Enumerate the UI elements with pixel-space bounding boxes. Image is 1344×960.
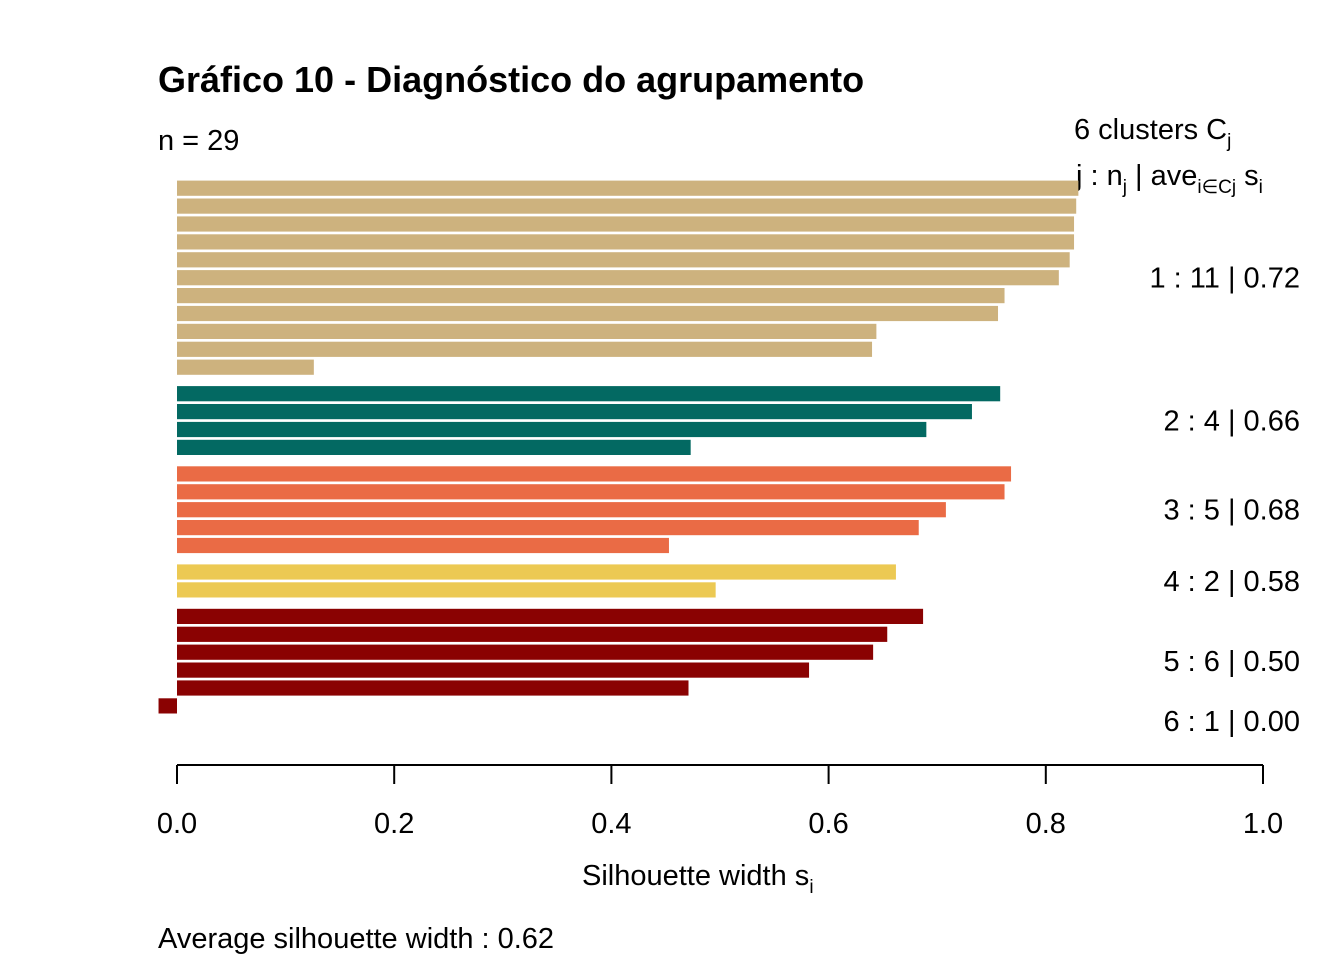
silhouette-bar-c1-1	[177, 180, 1079, 196]
clusters-header-sub: j	[1226, 131, 1231, 152]
silhouette-bar-c4-1	[177, 564, 896, 580]
silhouette-bar-c4-2	[177, 582, 716, 598]
silhouette-bar-c1-7	[177, 288, 1005, 304]
silhouette-bar-c1-5	[177, 252, 1070, 268]
silhouette-bar-c3-4	[177, 520, 919, 536]
silhouette-bar-c5-3	[177, 644, 874, 660]
cluster-labels-group: 1 : 11 | 0.72 2 : 4 | 0.66 3 : 5 | 0.68 4 :…	[1150, 263, 1301, 738]
cluster-label-5: 5 : 6 | 0.50	[1163, 646, 1300, 678]
chart-title: Gráfico 10 - Diagnóstico do agrupamento	[158, 59, 864, 100]
columns-header-ave-sub: i∈Cj	[1197, 177, 1236, 198]
columns-header: j : nj | avei∈Cj si	[1075, 160, 1263, 198]
silhouette-bar-c1-8	[177, 305, 999, 322]
columns-header-ave: | ave	[1127, 160, 1197, 192]
silhouette-bar-c5-5	[177, 680, 689, 696]
x-axis-label: Silhouette width si	[582, 860, 814, 898]
x-tick-label-5: 1.0	[1243, 808, 1283, 840]
x-tick-label-3: 0.6	[808, 808, 848, 840]
cluster-label-1: 1 : 11 | 0.72	[1150, 263, 1301, 295]
silhouette-bar-c2-1	[177, 386, 1001, 402]
silhouette-bar-c5-6	[158, 698, 177, 714]
silhouette-bar-c3-5	[177, 537, 669, 554]
x-axis-label-sub: i	[809, 877, 813, 898]
columns-header-s: s	[1236, 160, 1259, 192]
silhouette-bar-c3-3	[177, 502, 946, 518]
x-tick-label-2: 0.4	[591, 808, 631, 840]
silhouette-bar-c1-3	[177, 216, 1075, 232]
columns-header-j: j : n	[1075, 160, 1123, 192]
x-tick-label-1: 0.2	[374, 808, 414, 840]
x-tick-label-4: 0.8	[1026, 808, 1066, 840]
silhouette-bar-c1-6	[177, 270, 1059, 286]
silhouette-bar-c3-2	[177, 484, 1005, 500]
silhouette-bar-c2-2	[177, 404, 972, 420]
bars-group	[158, 180, 1079, 714]
silhouette-bar-c5-1	[177, 608, 924, 624]
cluster-label-2: 2 : 4 | 0.66	[1163, 406, 1300, 438]
silhouette-bar-c5-2	[177, 626, 888, 642]
n-label: n = 29	[158, 125, 239, 157]
silhouette-bar-c1-11	[177, 359, 314, 375]
silhouette-bar-c3-1	[177, 466, 1012, 482]
silhouette-bar-c5-4	[177, 662, 810, 678]
silhouette-bar-c2-4	[177, 439, 691, 455]
silhouette-bar-c1-10	[177, 341, 873, 357]
columns-header-nj-sub: j	[1122, 177, 1127, 198]
silhouette-bar-c1-9	[177, 323, 877, 339]
columns-header-s-sub: i	[1259, 177, 1263, 198]
x-axis-label-text: Silhouette width s	[582, 860, 809, 892]
silhouette-bar-c1-4	[177, 234, 1075, 250]
average-silhouette-footer: Average silhouette width : 0.62	[158, 923, 554, 955]
cluster-label-6: 6 : 1 | 0.00	[1163, 706, 1300, 738]
silhouette-bar-c2-3	[177, 421, 927, 438]
silhouette-bar-c1-2	[177, 198, 1077, 214]
x-tick-label-0: 0.0	[157, 808, 197, 840]
clusters-header: 6 clusters Cj	[1074, 114, 1231, 152]
cluster-label-3: 3 : 5 | 0.68	[1163, 495, 1300, 527]
clusters-header-text: 6 clusters C	[1074, 114, 1227, 146]
x-ticks-group: 0.0 0.2 0.4 0.6 0.8 1.0	[157, 765, 1283, 840]
cluster-label-4: 4 : 2 | 0.58	[1163, 566, 1300, 598]
